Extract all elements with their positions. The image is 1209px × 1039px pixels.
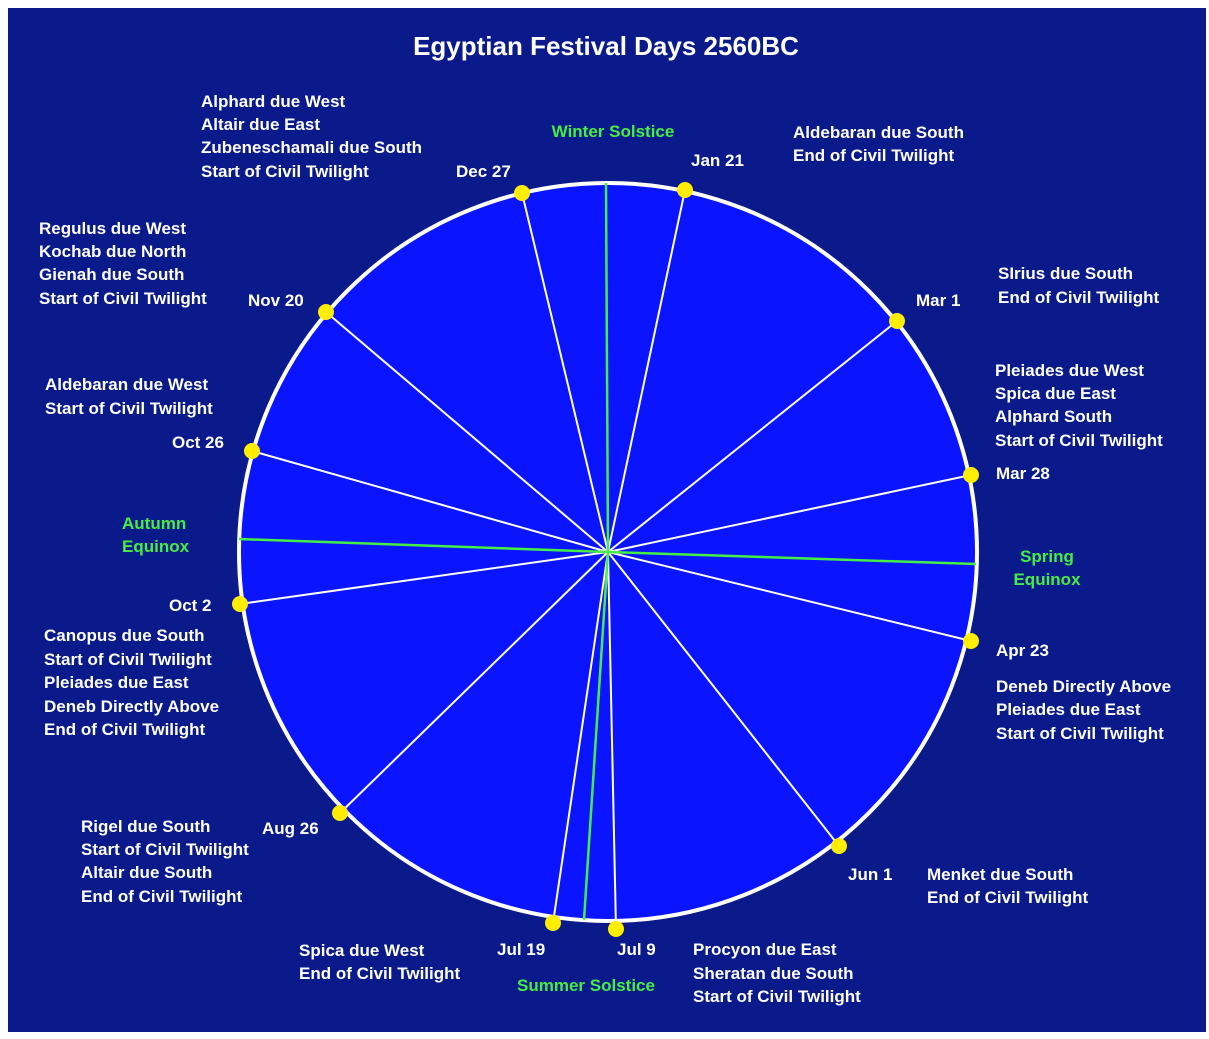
spoke-apr23: [607, 551, 972, 642]
date-aug26: Aug 26: [262, 819, 319, 838]
note-nov20-1: Regulus due West: [39, 219, 186, 238]
summer-solstice-line: [582, 551, 610, 921]
note-oct26-1: Aldebaran due West: [45, 375, 208, 394]
spoke-aug26: [339, 551, 609, 814]
note-jul9-1: Procyon due East: [693, 940, 837, 959]
note-aug26-4: End of Civil Twilight: [81, 887, 243, 906]
marker-jun1: [831, 838, 847, 854]
date-oct2: Oct 2: [169, 596, 212, 615]
note-oct2-5: End of Civil Twilight: [44, 720, 206, 739]
winter-solstice-label: Winter Solstice: [552, 122, 675, 141]
note-mar1-1: SIrius due South: [998, 264, 1133, 283]
date-dec27: Dec 27: [456, 162, 511, 181]
note-mar1-2: End of Civil Twilight: [998, 288, 1160, 307]
note-jul19-1: Spica due West: [299, 941, 425, 960]
marker-mar28: [963, 467, 979, 483]
marker-oct26: [244, 443, 260, 459]
note-nov20-4: Start of Civil Twilight: [39, 289, 207, 308]
note-aug26-2: Start of Civil Twilight: [81, 840, 249, 859]
note-aug26-1: Rigel due South: [81, 817, 210, 836]
note-dec27-2: Altair due East: [201, 115, 320, 134]
marker-mar1: [889, 313, 905, 329]
note-jan21-2: End of Civil Twilight: [793, 146, 955, 165]
note-mar28-4: Start of Civil Twilight: [995, 431, 1163, 450]
marker-dec27: [514, 185, 530, 201]
year-ring: [237, 181, 979, 923]
date-jan21: Jan 21: [691, 151, 744, 170]
note-mar28-2: Spica due East: [995, 384, 1116, 403]
note-apr23-2: Pleiades due East: [996, 700, 1141, 719]
note-jul19-2: End of Civil Twilight: [299, 964, 461, 983]
date-oct26: Oct 26: [172, 433, 224, 452]
diagram-panel: Egyptian Festival Days 2560BC: [8, 8, 1206, 1032]
note-mar28-3: Alphard South: [995, 407, 1112, 426]
spring-equinox-label-2: Equinox: [1013, 570, 1081, 589]
note-nov20-3: Gienah due South: [39, 265, 184, 284]
spoke-mar1: [607, 320, 898, 553]
spring-equinox-label-1: Spring: [1020, 547, 1074, 566]
spokes: [239, 189, 972, 930]
date-mar1: Mar 1: [916, 291, 960, 310]
date-nov20: Nov 20: [248, 291, 304, 310]
autumn-equinox-line: [238, 537, 609, 554]
note-labels: Aldebaran due South End of Civil Twiligh…: [39, 92, 1171, 1006]
note-mar28-1: Pleiades due West: [995, 361, 1144, 380]
date-jul19: Jul 19: [497, 940, 545, 959]
spoke-jun1: [607, 551, 840, 847]
spoke-oct26: [251, 450, 609, 553]
note-dec27-3: Zubeneschamali due South: [201, 138, 422, 157]
festival-markers: [232, 182, 979, 937]
date-apr23: Apr 23: [996, 641, 1049, 660]
note-jan21-1: Aldebaran due South: [793, 123, 964, 142]
spoke-nov20: [325, 311, 609, 553]
summer-solstice-label: Summer Solstice: [517, 976, 655, 995]
note-jul9-3: Start of Civil Twilight: [693, 987, 861, 1006]
autumn-equinox-label-2: Equinox: [122, 537, 190, 556]
marker-jul19: [545, 915, 561, 931]
date-mar28: Mar 28: [996, 464, 1050, 483]
note-oct26-2: Start of Civil Twilight: [45, 399, 213, 418]
spoke-dec27: [521, 192, 609, 553]
spring-equinox-line: [607, 550, 977, 566]
spoke-oct2: [239, 551, 609, 605]
spoke-mar28: [607, 474, 972, 553]
note-jun1-2: End of Civil Twilight: [927, 888, 1089, 907]
note-oct2-4: Deneb Directly Above: [44, 697, 219, 716]
note-dec27-4: Start of Civil Twilight: [201, 162, 369, 181]
marker-jul9: [608, 921, 624, 937]
autumn-equinox-label-1: Autumn: [122, 514, 186, 533]
note-apr23-3: Start of Civil Twilight: [996, 724, 1164, 743]
note-oct2-3: Pleiades due East: [44, 673, 189, 692]
note-jun1-1: Menket due South: [927, 865, 1073, 884]
season-labels: Winter Solstice Spring Equinox Summer So…: [122, 122, 1081, 995]
note-dec27-1: Alphard due West: [201, 92, 346, 111]
spoke-jul19: [552, 551, 609, 924]
marker-oct2: [232, 596, 248, 612]
festival-wheel-diagram: Egyptian Festival Days 2560BC: [39, 31, 1171, 1006]
note-jul9-2: Sheratan due South: [693, 964, 854, 983]
note-apr23-1: Deneb Directly Above: [996, 677, 1171, 696]
winter-solstice-line: [604, 182, 610, 553]
marker-apr23: [963, 633, 979, 649]
note-aug26-3: Altair due South: [81, 863, 212, 882]
note-oct2-1: Canopus due South: [44, 626, 205, 645]
date-labels: Jan 21 Mar 1 Mar 28 Apr 23 Jun 1 Jul 9 J…: [169, 151, 1050, 959]
marker-nov20: [318, 304, 334, 320]
note-oct2-2: Start of Civil Twilight: [44, 650, 212, 669]
diagram-title: Egyptian Festival Days 2560BC: [413, 31, 799, 61]
date-jul9: Jul 9: [617, 940, 656, 959]
spoke-jan21: [607, 189, 686, 553]
marker-jan21: [677, 182, 693, 198]
marker-aug26: [332, 805, 348, 821]
date-jun1: Jun 1: [848, 865, 892, 884]
season-lines: [238, 182, 977, 921]
spoke-jul9: [607, 551, 617, 930]
note-nov20-2: Kochab due North: [39, 242, 186, 261]
